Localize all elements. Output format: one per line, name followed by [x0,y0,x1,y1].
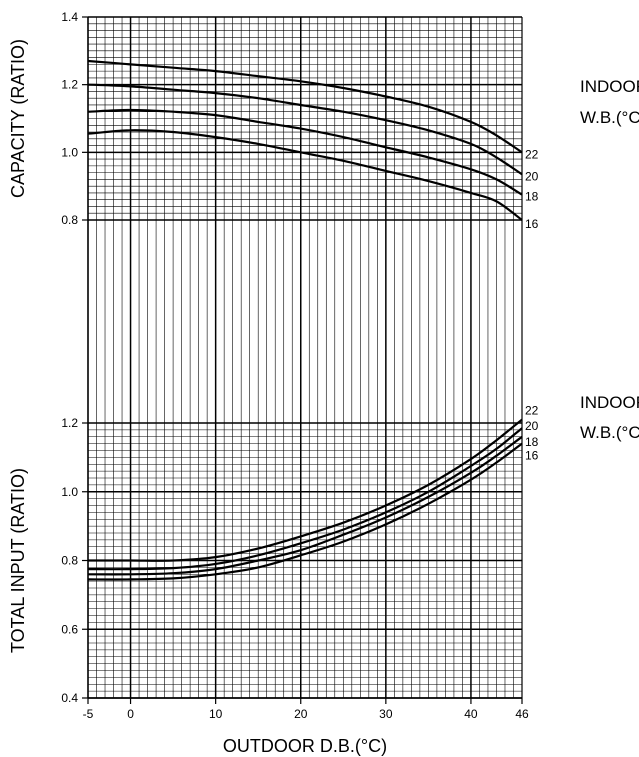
series-label-22: 22 [525,404,539,418]
series-line-20 [87,83,523,176]
series-line-16 [87,442,523,581]
wb-label: W.B.(°C) [580,423,639,442]
x-tick-label: 40 [464,707,478,721]
x-tick-label: 30 [379,707,393,721]
y-tick-label: 1.2 [61,416,78,430]
indoor-label: INDOOR [580,77,639,96]
series-line-22 [87,418,523,562]
series-line-18 [87,435,523,576]
series-label-20: 20 [525,169,539,183]
y-tick-label: 0.8 [61,213,78,227]
x-tick-label: 20 [294,707,308,721]
indoor-label: INDOOR [580,393,639,412]
y-tick-label: 0.4 [61,691,78,705]
series-label-16: 16 [525,217,539,231]
y-tick-label: 0.6 [61,622,78,636]
y-tick-label: 1.2 [61,78,78,92]
x-axis-title: OUTDOOR D.B.(°C) [223,736,387,756]
x-tick-label: 0 [127,707,134,721]
series-label-20: 20 [525,419,539,433]
series-line-16 [87,129,523,221]
series-label-18: 18 [525,435,539,449]
labels: 0.8 1.0 1.2 1.4 CAPACITY (RATIO) INDOOR W.B.(°… [8,10,639,756]
curves [87,59,523,581]
y-axis-title: TOTAL INPUT (RATIO) [8,468,28,653]
series-label-18: 18 [525,190,539,204]
grid [82,16,523,704]
y-tick-label: 1.4 [61,10,78,24]
series-line-22 [87,59,523,154]
y-tick-label: 1.0 [61,485,78,499]
y-tick-label: 0.8 [61,554,78,568]
y-axis-title: CAPACITY (RATIO) [8,39,28,198]
series-line-20 [87,427,523,571]
x-tick-label: 46 [515,707,529,721]
x-tick-label: 10 [209,707,223,721]
y-tick-label: 1.0 [61,145,78,159]
series-line-18 [87,108,523,196]
x-tick-label: -5 [83,707,94,721]
wb-label: W.B.(°C) [580,108,639,127]
series-label-16: 16 [525,449,539,463]
series-label-22: 22 [525,147,539,161]
